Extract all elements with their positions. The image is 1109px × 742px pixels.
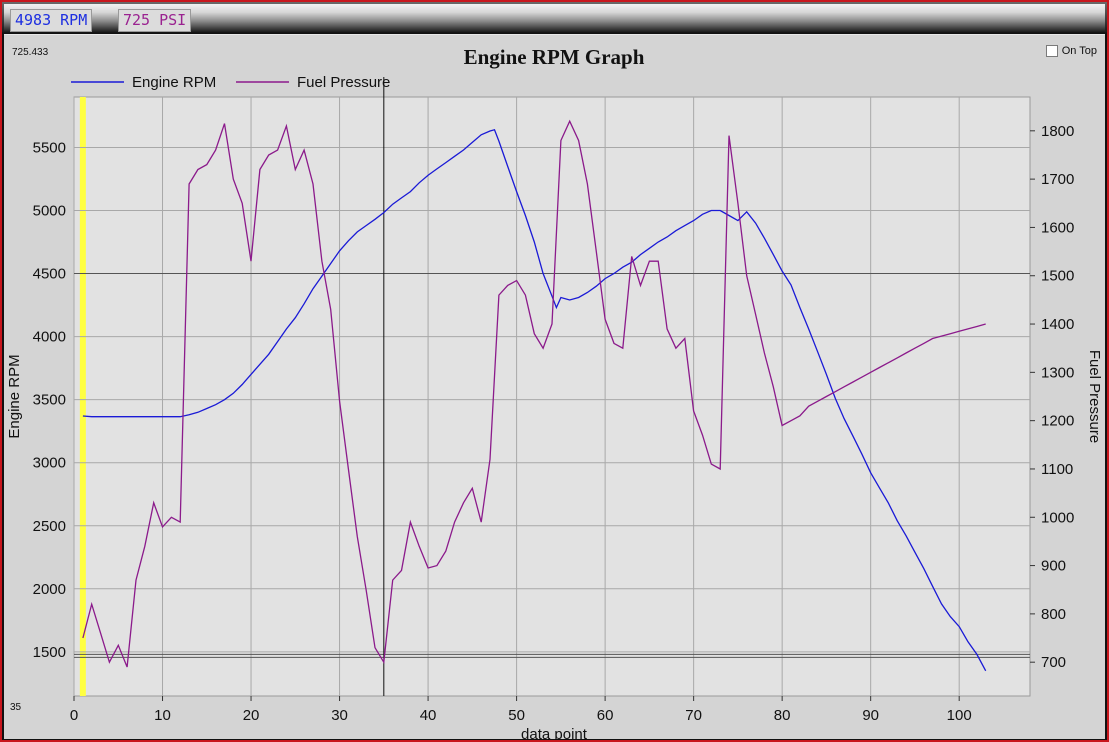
y-right-tick-label: 900 [1041,558,1066,575]
y-right-tick-label: 700 [1041,654,1066,671]
rpm-readout: 4983 RPM [10,9,93,32]
y-right-tick-label: 1000 [1041,509,1074,526]
y-left-tick-label: 3500 [33,392,66,409]
y-left-tick-label: 4000 [33,329,66,346]
y-left-tick-label: 5000 [33,202,66,219]
y-left-tick-label: 5500 [33,139,66,156]
y-right-tick-label: 1100 [1041,461,1073,478]
on-top-label: On Top [1061,45,1097,57]
legend-engine-rpm: Engine RPM [132,74,216,91]
on-top-toggle[interactable]: On Top [1045,45,1097,57]
chart-title: Engine RPM Graph [464,45,645,69]
x-tick-label: 30 [331,707,348,724]
engine-rpm-chart: Engine RPM Graph 0 10 20 30 40 50 60 70 80 90 100 15… [6,45,1103,739]
y-right-tick-label: 1500 [1041,268,1074,285]
x-tick-label: 100 [947,707,972,724]
fuel-pressure-series [82,119,986,668]
y-left-tick-label: 1500 [33,644,66,661]
x-tick-label: 10 [154,707,171,724]
y-left-axis-label: Engine RPM [6,354,23,438]
y-right-tick-label: 1400 [1041,316,1074,333]
y-left-tick-label: 4500 [33,266,66,283]
y-right-axis-label: Fuel Pressure [1086,350,1103,443]
corner-min-value: 35 [10,702,22,713]
corner-max-value: 725.433 [12,47,49,58]
x-tick-label: 60 [597,707,614,724]
legend-fuel-pressure: Fuel Pressure [297,74,390,91]
y-left-tick-label: 3000 [33,455,66,472]
x-tick-label: 50 [508,707,525,724]
x-tick-label: 0 [70,707,78,724]
x-tick-label: 90 [862,707,879,724]
y-left-tick-label: 2000 [33,581,66,598]
y-left-tick-label: 2500 [33,518,66,535]
y-right-tick-label: 1700 [1041,171,1074,188]
psi-readout: 725 PSI [118,9,192,32]
readout-bar: 4983 RPM 725 PSI [4,4,1105,32]
y-right-tick-label: 800 [1041,606,1066,623]
x-axis-label: data point [521,726,588,739]
y-right-tick-label: 1600 [1041,219,1074,236]
x-tick-label: 40 [420,707,437,724]
x-tick-label: 70 [685,707,702,724]
y-right-tick-label: 1800 [1041,123,1074,140]
plot-area [73,96,1031,697]
engine-rpm-series [82,129,987,672]
x-tick-label: 20 [243,707,260,724]
x-tick-label: 80 [774,707,791,724]
y-right-tick-label: 1300 [1041,364,1074,381]
y-right-tick-label: 1200 [1041,413,1074,430]
chart-panel: Engine RPM Graph 0 10 20 30 40 50 60 70 80 90 100 15… [4,34,1105,739]
on-top-checkbox[interactable] [1045,45,1058,57]
highlight-band [79,97,86,696]
